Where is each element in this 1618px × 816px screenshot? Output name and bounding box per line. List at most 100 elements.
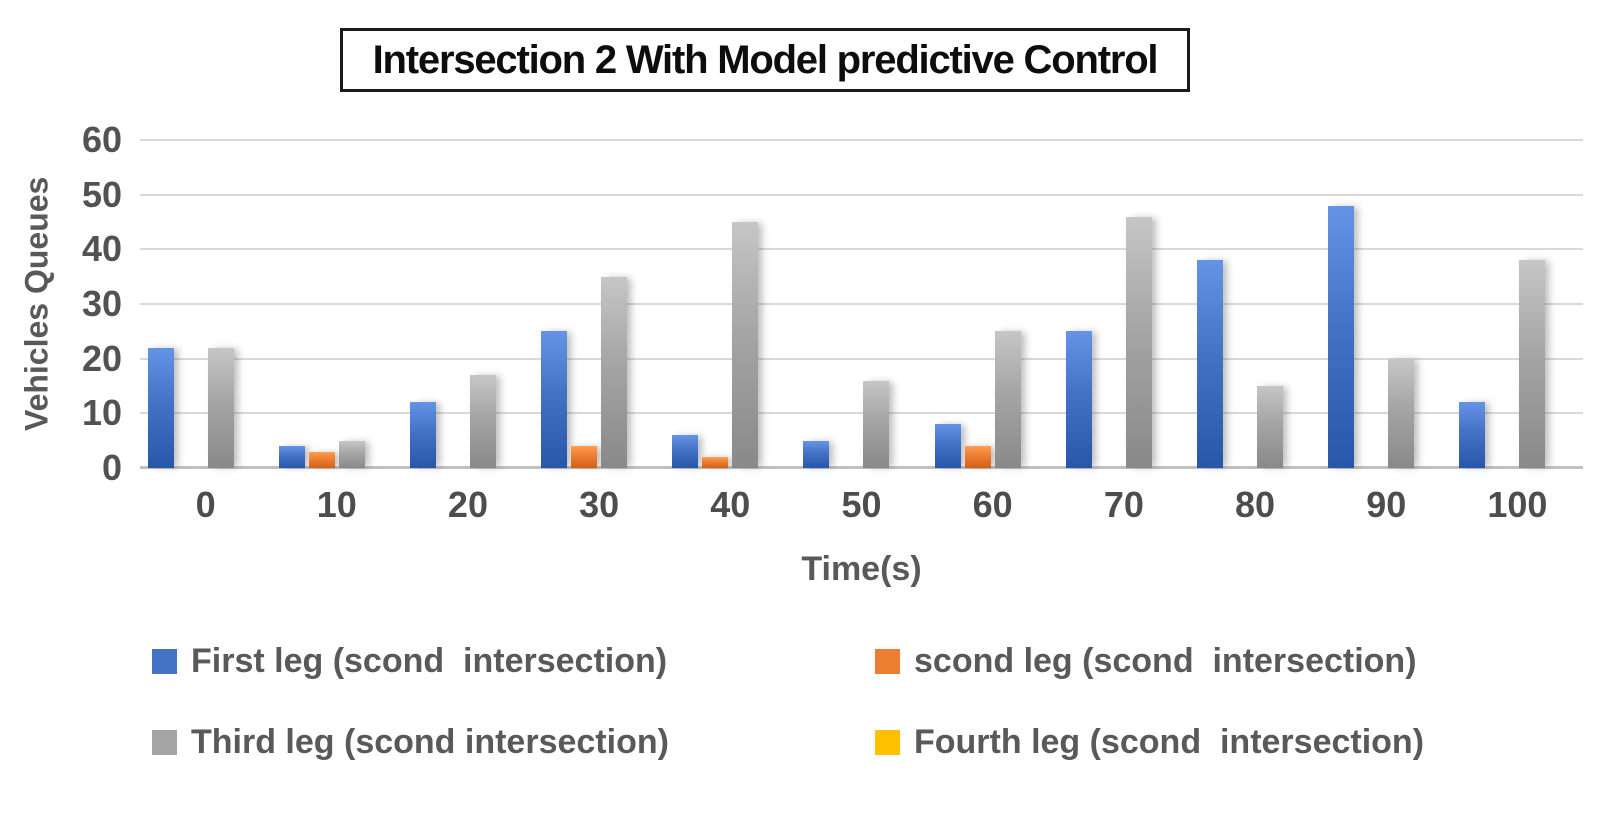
bar	[994, 331, 1021, 468]
gridline	[140, 139, 1583, 141]
bar-slot	[1023, 140, 1053, 468]
bar-slot	[801, 140, 831, 468]
bar-group-60	[927, 140, 1058, 468]
legend-label: scond leg (scond intersection)	[914, 642, 1417, 680]
bar-slot	[539, 140, 569, 468]
y-tick-label: 0	[101, 447, 122, 488]
bar-slot	[498, 140, 528, 468]
legend-swatch-icon	[875, 649, 900, 674]
gridline	[140, 193, 1583, 196]
y-tick-label: 40	[81, 228, 122, 270]
bar-slot	[176, 140, 206, 468]
legend-swatch-icon	[152, 649, 177, 674]
bar-slot	[1255, 140, 1285, 468]
bar-slot	[1154, 140, 1184, 468]
legend: First leg (scond intersection) scond leg …	[152, 642, 1424, 762]
bar-slot	[861, 140, 891, 468]
bar-slot	[1326, 140, 1356, 468]
bar	[1197, 260, 1224, 468]
bar-slot	[277, 140, 307, 468]
legend-label: Fourth leg (scond intersection)	[914, 723, 1425, 761]
legend-item: Fourth leg (scond intersection)	[875, 723, 1424, 762]
bar-slot	[993, 140, 1023, 468]
legend-label: Third leg (scond intersection)	[191, 723, 669, 761]
plot-area	[140, 139, 1583, 469]
bar-group-50	[796, 140, 927, 468]
bar-slot	[1416, 140, 1446, 468]
bar-group-0	[140, 140, 271, 468]
x-axis-title: Time(s)	[801, 550, 922, 588]
x-axis-line	[140, 466, 1583, 469]
x-tick-label: 70	[1103, 484, 1144, 525]
chart-title-text: Intersection 2 With Model predictive Con…	[372, 37, 1159, 82]
gridline	[140, 412, 1583, 415]
bar-slot	[670, 140, 700, 468]
bar-slot	[1195, 140, 1225, 468]
x-tick-label: 0	[195, 484, 216, 525]
bar-slot	[1547, 140, 1577, 468]
legend-swatch-icon	[875, 730, 900, 755]
legend-item: First leg (scond intersection)	[152, 642, 875, 681]
x-tick-label: 20	[447, 484, 488, 525]
bar	[1459, 402, 1486, 468]
y-tick-label: 20	[81, 337, 122, 379]
bar-slot	[1285, 140, 1315, 468]
bar	[278, 446, 305, 468]
bar-slot	[569, 140, 599, 468]
x-tick-label: 50	[841, 484, 882, 525]
bar-slot	[933, 140, 963, 468]
bar-slot	[337, 140, 367, 468]
bar-slot	[963, 140, 993, 468]
bar-slot	[891, 140, 921, 468]
bar-slot	[730, 140, 760, 468]
bar-slot	[599, 140, 629, 468]
bar-group-70	[1058, 140, 1189, 468]
bar	[863, 380, 890, 468]
x-tick-label: 40	[710, 484, 751, 525]
bar-slot	[438, 140, 468, 468]
bar	[469, 375, 496, 468]
legend-label: First leg (scond intersection)	[191, 642, 668, 680]
bar	[702, 457, 729, 468]
bar	[207, 347, 234, 468]
bar	[601, 276, 628, 468]
y-tick-label: 60	[81, 119, 122, 160]
bar	[672, 435, 699, 468]
bar	[308, 451, 335, 468]
bar	[1065, 331, 1092, 468]
chart-title: Intersection 2 With Model predictive Con…	[340, 28, 1190, 92]
bar-slot	[468, 140, 498, 468]
bar-slot	[831, 140, 861, 468]
bar-slot	[1124, 140, 1154, 468]
bar-slot	[1487, 140, 1517, 468]
y-tick-label: 50	[81, 173, 122, 215]
bar-slot	[700, 140, 730, 468]
bar-group-100	[1452, 140, 1583, 468]
bar	[803, 440, 830, 468]
bar-slot	[1517, 140, 1547, 468]
y-tick-label: 10	[81, 392, 122, 434]
gridline	[140, 248, 1583, 251]
bar-slot	[629, 140, 659, 468]
bar	[1519, 260, 1546, 468]
bar	[1388, 358, 1415, 468]
bar-slot	[307, 140, 337, 468]
bar-slot	[1457, 140, 1487, 468]
bar-group-90	[1321, 140, 1452, 468]
x-tick-label: 90	[1366, 484, 1407, 525]
bar-group-80	[1189, 140, 1320, 468]
bar	[964, 446, 991, 468]
bar-slot	[236, 140, 266, 468]
bar	[1257, 386, 1284, 468]
bar-slot	[1356, 140, 1386, 468]
x-tick-label: 30	[579, 484, 620, 525]
bar-slot	[408, 140, 438, 468]
bar-slot	[760, 140, 790, 468]
bar-slot	[146, 140, 176, 468]
legend-item: scond leg (scond intersection)	[875, 642, 1424, 681]
bar-slot	[367, 140, 397, 468]
bar	[147, 347, 174, 468]
bar-slot	[206, 140, 236, 468]
bar-slot	[1094, 140, 1124, 468]
